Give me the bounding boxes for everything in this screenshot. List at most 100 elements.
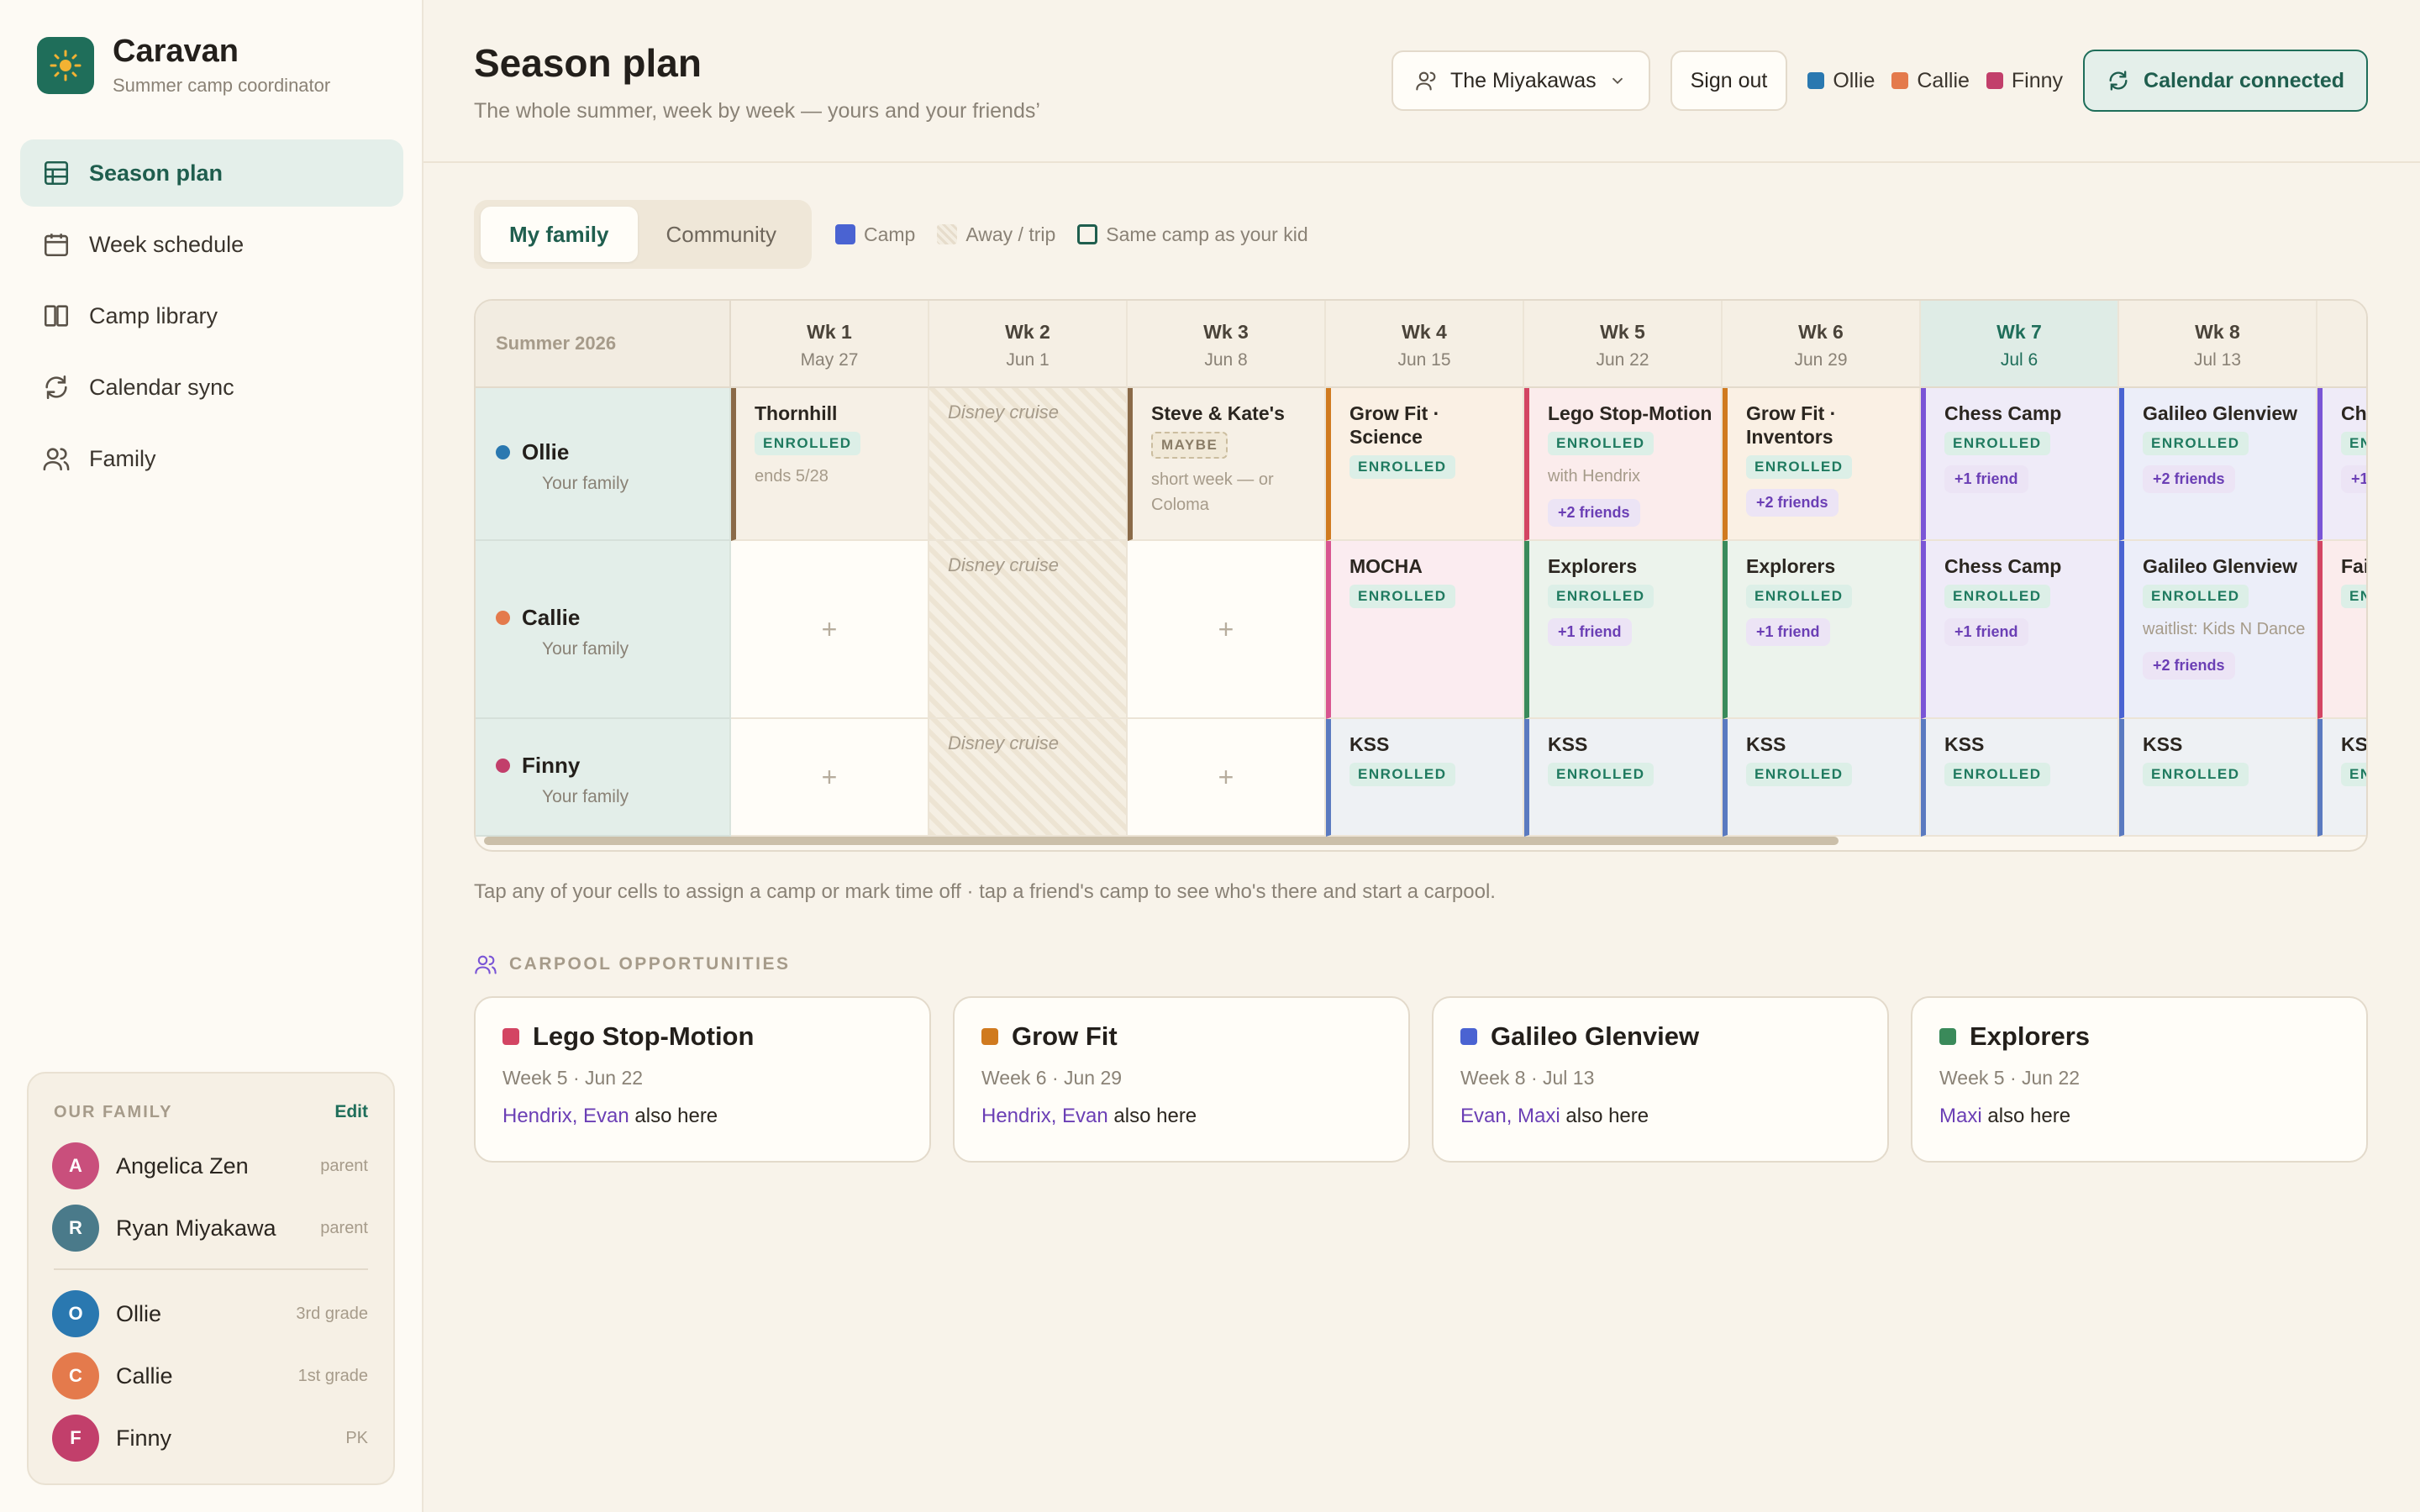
- carpool-card[interactable]: Explorers Week 5 · Jun 22 Maxi also here: [1911, 996, 2368, 1163]
- page-subtitle: The whole summer, week by week — yours a…: [474, 99, 1040, 123]
- nav-item-season-plan[interactable]: Season plan: [20, 139, 403, 207]
- member-row[interactable]: C Callie 1st grade: [52, 1351, 368, 1401]
- member-role: 1st grade: [297, 1366, 368, 1385]
- camp-cell[interactable]: Explorers ENROLLED +1 friend: [1723, 541, 1921, 719]
- horizontal-scrollbar[interactable]: [484, 837, 2361, 845]
- family-select[interactable]: The Miyakawas: [1391, 50, 1650, 111]
- status-badge: ENROLLED: [2143, 763, 2249, 786]
- carpool-card[interactable]: Grow Fit Week 6 · Jun 29 Hendrix, Evan als…: [953, 996, 1410, 1163]
- header: Season plan The whole summer, week by we…: [424, 0, 2420, 163]
- camp-cell[interactable]: Chess Camp ENROLLED +1 friend: [2317, 388, 2366, 541]
- week-header[interactable]: Wk 5 Jun 22: [1524, 301, 1723, 388]
- friends-badge[interactable]: +1 friend: [2341, 465, 2366, 493]
- empty-cell[interactable]: +: [1128, 541, 1326, 719]
- camp-cell[interactable]: Grow Fit · Science ENROLLED: [1326, 388, 1524, 541]
- camp-cell[interactable]: KSS ENROLLED: [2119, 719, 2317, 837]
- status-badge: ENROLLED: [1548, 585, 1654, 608]
- camp-color-swatch: [981, 1028, 998, 1045]
- camp-title: Thornhill: [755, 402, 838, 424]
- camp-cell[interactable]: Chess Camp ENROLLED +1 friend: [1921, 388, 2119, 541]
- week-header[interactable]: Wk 8 Jul 13: [2119, 301, 2317, 388]
- week-date: Jun 22: [1596, 350, 1649, 370]
- carpool-suffix: also here: [1987, 1105, 2071, 1127]
- family-card: OUR FAMILY Edit A Angelica Zen parent R …: [27, 1072, 395, 1485]
- plus-icon: +: [1218, 761, 1234, 792]
- week-header[interactable]: [2317, 301, 2366, 388]
- week-header[interactable]: Wk 2 Jun 1: [929, 301, 1128, 388]
- carpool-when: Week 5 · Jun 22: [1939, 1067, 2081, 1089]
- tab-my-family[interactable]: My family: [481, 207, 638, 262]
- people-icon: [1416, 71, 1436, 91]
- carpool-card[interactable]: Lego Stop-Motion Week 5 · Jun 22 Hendrix, …: [474, 996, 931, 1163]
- member-row[interactable]: R Ryan Miyakawa parent: [52, 1203, 368, 1253]
- friends-badge[interactable]: +1 friend: [1944, 618, 2028, 646]
- nav-item-camp-library[interactable]: Camp library: [20, 282, 403, 349]
- camp-title: KSS: [1944, 733, 1985, 755]
- friends-badge[interactable]: +1 friend: [1746, 618, 1830, 646]
- camp-cell[interactable]: KSS ENROLLED: [1921, 719, 2119, 837]
- nav-item-family[interactable]: Family: [20, 425, 403, 492]
- camp-cell[interactable]: Steve & Kate's MAYBE short week — or Colom…: [1128, 388, 1326, 541]
- week-date: Jul 13: [2193, 350, 2242, 370]
- member-row[interactable]: F Finny PK: [52, 1413, 368, 1463]
- kid-legend-label: Finny: [2011, 68, 2064, 92]
- friends-badge[interactable]: +2 friends: [2143, 465, 2235, 493]
- camp-cell[interactable]: Explorers ENROLLED +1 friend: [1524, 541, 1723, 719]
- carpool-card[interactable]: Galileo Glenview Week 8 · Jul 13 Evan, Max…: [1432, 996, 1889, 1163]
- brand[interactable]: Caravan Summer camp coordinator: [37, 34, 330, 97]
- camp-title: KSS: [1548, 733, 1588, 755]
- friends-badge[interactable]: +2 friends: [1548, 499, 1640, 527]
- calendar-connected-button[interactable]: Calendar connected: [2083, 50, 2368, 112]
- camp-title: MOCHA: [1349, 555, 1423, 577]
- status-badge: ENROLLED: [2341, 763, 2366, 786]
- member-row[interactable]: O Ollie 3rd grade: [52, 1289, 368, 1339]
- carpool-friend-names[interactable]: Maxi: [1939, 1105, 1982, 1127]
- empty-cell[interactable]: +: [1128, 719, 1326, 837]
- camp-cell[interactable]: Chess Camp ENROLLED +1 friend: [1921, 541, 2119, 719]
- friends-badge[interactable]: +1 friend: [1548, 618, 1632, 646]
- camp-cell[interactable]: KSS ENROLLED: [1524, 719, 1723, 837]
- week-date: Jun 1: [1006, 350, 1050, 370]
- nav-item-week-schedule[interactable]: Week schedule: [20, 211, 403, 278]
- status-badge: ENROLLED: [1944, 585, 2050, 608]
- member-row[interactable]: A Angelica Zen parent: [52, 1141, 368, 1191]
- week-header[interactable]: Wk 7 Jul 6: [1921, 301, 2119, 388]
- camp-cell[interactable]: KSS ENROLLED: [2317, 719, 2368, 837]
- nav-item-calendar-sync[interactable]: Calendar sync: [20, 354, 403, 421]
- camp-title: Lego Stop-Motion: [1548, 402, 1712, 424]
- camp-cell[interactable]: Thornhill ENROLLED ends 5/28: [731, 388, 929, 541]
- week-header[interactable]: Wk 3 Jun 8: [1128, 301, 1326, 388]
- away-cell[interactable]: Disney cruise: [929, 719, 1128, 837]
- camp-cell[interactable]: Fairy Camp ENROLLED: [2317, 541, 2366, 719]
- week-header[interactable]: Wk 6 Jun 29: [1723, 301, 1921, 388]
- camp-cell[interactable]: Lego Stop-Motion ENROLLED with Hendrix +2 f…: [1524, 388, 1723, 541]
- app-name: Caravan: [113, 34, 239, 69]
- week-header[interactable]: Wk 1 May 27: [731, 301, 929, 388]
- empty-cell[interactable]: +: [731, 541, 929, 719]
- camp-cell[interactable]: Grow Fit · Inventors ENROLLED +2 friends: [1723, 388, 1921, 541]
- carpool-friend-names[interactable]: Hendrix, Evan: [502, 1105, 629, 1127]
- scrollbar-thumb[interactable]: [484, 837, 1839, 845]
- away-cell[interactable]: Disney cruise: [929, 541, 1128, 719]
- away-cell[interactable]: Disney cruise: [929, 388, 1128, 541]
- week-header[interactable]: Wk 4 Jun 15: [1326, 301, 1524, 388]
- camp-cell[interactable]: KSS ENROLLED: [1326, 719, 1524, 837]
- week-date: Jun 29: [1794, 350, 1848, 370]
- carpool-friend-names[interactable]: Hendrix, Evan: [981, 1105, 1108, 1127]
- friends-badge[interactable]: +2 friends: [2143, 652, 2235, 680]
- empty-cell[interactable]: +: [731, 719, 929, 837]
- carpool-friend-names[interactable]: Evan, Maxi: [1460, 1105, 1560, 1127]
- camp-title: Explorers: [1548, 555, 1638, 577]
- camp-cell[interactable]: MOCHA ENROLLED: [1326, 541, 1524, 719]
- sign-out-button[interactable]: Sign out: [1670, 50, 1788, 111]
- family-edit-link[interactable]: Edit: [334, 1102, 368, 1121]
- camp-cell[interactable]: Galileo Glenview ENROLLED +2 friends: [2119, 388, 2317, 541]
- week-label: Wk 8: [2195, 321, 2240, 343]
- friends-badge[interactable]: +2 friends: [1746, 489, 1839, 517]
- camp-title: KSS: [2341, 733, 2368, 755]
- camp-cell[interactable]: KSS ENROLLED: [1723, 719, 1921, 837]
- friends-badge[interactable]: +1 friend: [1944, 465, 2028, 493]
- avatar: O: [52, 1290, 99, 1337]
- camp-cell[interactable]: Galileo Glenview ENROLLED waitlist: Kids N…: [2119, 541, 2317, 719]
- tab-community[interactable]: Community: [666, 221, 776, 247]
